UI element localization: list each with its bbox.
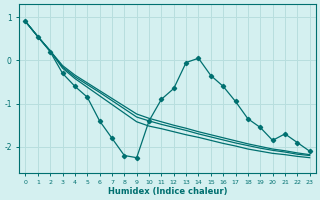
X-axis label: Humidex (Indice chaleur): Humidex (Indice chaleur) [108,187,227,196]
